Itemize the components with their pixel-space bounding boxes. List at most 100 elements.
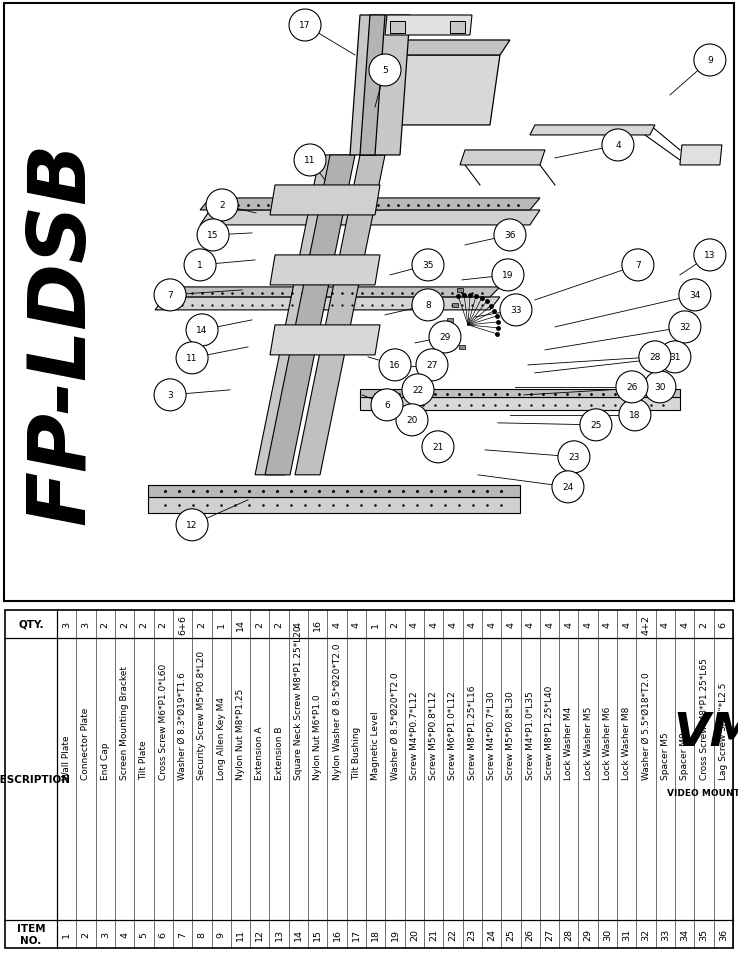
Text: 16: 16: [333, 928, 342, 940]
Polygon shape: [200, 199, 540, 211]
Text: 27: 27: [545, 928, 554, 940]
Text: 4+2: 4+2: [641, 614, 651, 634]
Text: 25: 25: [590, 421, 601, 430]
Circle shape: [371, 390, 403, 421]
Text: Lock Washer M5: Lock Washer M5: [584, 706, 593, 780]
Text: 4: 4: [333, 621, 342, 627]
Circle shape: [186, 314, 218, 347]
Text: 6: 6: [384, 401, 390, 410]
Polygon shape: [155, 297, 500, 311]
Circle shape: [669, 312, 701, 343]
Text: 22: 22: [413, 386, 424, 395]
Text: 14: 14: [196, 326, 207, 335]
Text: 24: 24: [487, 928, 496, 940]
Text: 8: 8: [425, 301, 431, 310]
Polygon shape: [360, 390, 680, 397]
Text: 27: 27: [427, 361, 438, 370]
Text: 29: 29: [439, 333, 451, 342]
Text: 2: 2: [219, 201, 225, 211]
Text: Security Screw M5*P0.8*L20: Security Screw M5*P0.8*L20: [197, 650, 207, 780]
Text: Cross Screw M8*P1.25*L65: Cross Screw M8*P1.25*L65: [700, 658, 708, 780]
Text: 2: 2: [255, 621, 264, 627]
Text: 15: 15: [207, 232, 218, 240]
Polygon shape: [380, 41, 510, 56]
Text: End Cap: End Cap: [101, 741, 110, 780]
Text: Tilt Plate: Tilt Plate: [139, 740, 148, 780]
Circle shape: [184, 250, 216, 281]
Text: Square Neck Screw M8*P1.25*L20: Square Neck Screw M8*P1.25*L20: [294, 624, 303, 780]
Circle shape: [644, 372, 676, 403]
Text: Screw M6*P1.0*L12: Screw M6*P1.0*L12: [449, 690, 458, 780]
Text: Lag Screw 5/16"*L2.5: Lag Screw 5/16"*L2.5: [719, 681, 728, 780]
Text: 21: 21: [429, 928, 438, 940]
Text: 23: 23: [468, 928, 477, 940]
Circle shape: [639, 341, 671, 374]
Text: 32: 32: [641, 928, 651, 940]
Polygon shape: [200, 211, 540, 226]
Circle shape: [416, 350, 448, 381]
Text: 15: 15: [313, 928, 323, 940]
Text: Screw M4*P0.7*L30: Screw M4*P0.7*L30: [487, 690, 496, 780]
Text: 13: 13: [275, 928, 283, 940]
Bar: [390, 22, 405, 34]
Text: 7: 7: [168, 291, 173, 300]
Circle shape: [679, 279, 711, 312]
Text: Long Allen Key M4: Long Allen Key M4: [217, 696, 226, 780]
Bar: [452, 304, 458, 308]
Circle shape: [619, 399, 651, 432]
Text: Connector Plate: Connector Plate: [81, 707, 91, 780]
Text: 12: 12: [255, 928, 264, 940]
Text: 4: 4: [622, 621, 631, 627]
Polygon shape: [350, 16, 410, 155]
Text: FP-LDSB: FP-LDSB: [23, 141, 101, 524]
Text: 9: 9: [707, 56, 713, 66]
Text: 4: 4: [603, 621, 612, 627]
Circle shape: [379, 350, 411, 381]
Text: 34: 34: [680, 928, 689, 940]
Text: 14: 14: [294, 928, 303, 940]
Text: 2: 2: [700, 621, 708, 627]
Circle shape: [659, 341, 691, 374]
Text: 19: 19: [390, 928, 399, 940]
Text: 28: 28: [565, 928, 573, 940]
Text: 4: 4: [120, 931, 129, 937]
Text: Lock Washer M8: Lock Washer M8: [622, 706, 631, 780]
Text: 31: 31: [669, 353, 680, 362]
Circle shape: [422, 432, 454, 463]
Text: 9: 9: [217, 931, 226, 937]
Polygon shape: [265, 155, 355, 476]
Polygon shape: [530, 126, 655, 136]
Text: 16: 16: [389, 361, 401, 370]
Circle shape: [552, 472, 584, 503]
Text: 2: 2: [275, 621, 283, 627]
Text: Screw M5*P0.8*L12: Screw M5*P0.8*L12: [429, 690, 438, 780]
Polygon shape: [255, 155, 350, 476]
Text: Extension A: Extension A: [255, 725, 264, 780]
Polygon shape: [270, 326, 380, 355]
Text: 8: 8: [197, 931, 207, 937]
Text: 2: 2: [139, 621, 148, 627]
Text: 28: 28: [649, 353, 661, 362]
Text: 11: 11: [186, 354, 198, 363]
Polygon shape: [360, 397, 680, 411]
Circle shape: [289, 10, 321, 42]
Text: 4: 4: [545, 621, 554, 627]
Circle shape: [616, 372, 648, 403]
Text: 6+6: 6+6: [178, 614, 187, 634]
Text: 26: 26: [627, 383, 638, 392]
Polygon shape: [148, 497, 520, 514]
Text: 22: 22: [449, 928, 458, 940]
Circle shape: [396, 404, 428, 436]
Bar: [459, 346, 465, 350]
Text: 2: 2: [101, 621, 110, 627]
Text: 6: 6: [719, 621, 728, 627]
Text: 1: 1: [197, 261, 203, 270]
Text: DESCRIPTION: DESCRIPTION: [0, 774, 71, 784]
Text: 35: 35: [422, 261, 434, 270]
Text: 16: 16: [313, 618, 323, 630]
Text: 18: 18: [371, 928, 380, 940]
Text: Washer Ø 5.5*Ø18*T2.0: Washer Ø 5.5*Ø18*T2.0: [641, 672, 651, 780]
Circle shape: [154, 379, 186, 412]
Text: 6: 6: [159, 931, 168, 937]
Text: 5: 5: [139, 931, 148, 937]
